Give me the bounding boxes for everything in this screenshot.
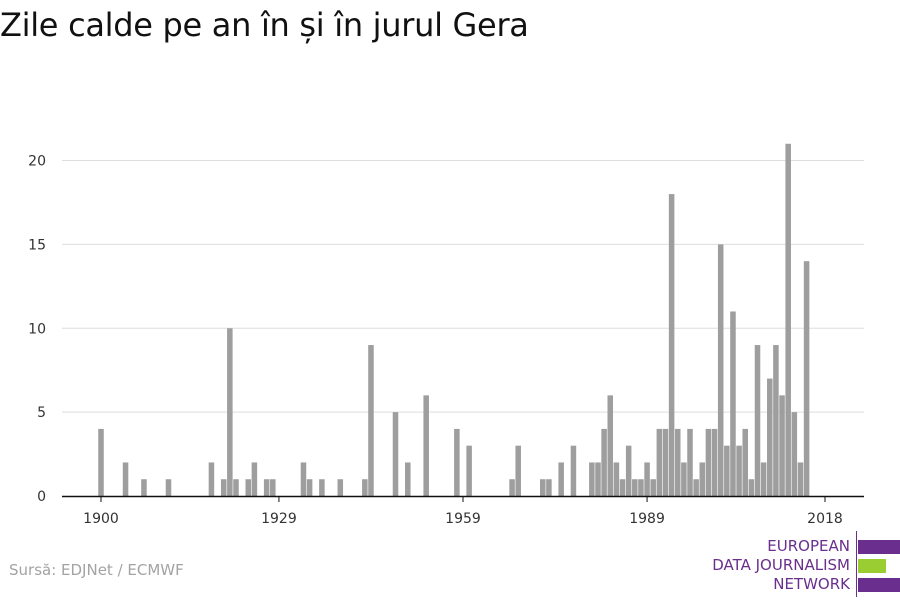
bar-1928 — [270, 479, 276, 496]
bar-1981 — [595, 462, 601, 496]
y-tick-label: 10 — [28, 321, 46, 337]
bar-2015 — [803, 261, 810, 496]
bar-1994 — [674, 428, 681, 496]
bar-1918 — [208, 462, 215, 496]
bar-1950 — [405, 462, 411, 496]
bar-1953 — [423, 395, 429, 496]
bar-1927 — [263, 479, 270, 496]
bar-1997 — [693, 479, 699, 496]
bar-2014 — [797, 462, 804, 496]
bar-2000 — [711, 428, 718, 496]
bar-1920 — [220, 479, 227, 496]
bar-2009 — [767, 378, 773, 496]
logo-line-1: EUROPEAN — [767, 537, 850, 555]
bar-2012 — [785, 143, 791, 497]
x-tick-label: 2018 — [807, 511, 843, 527]
grid-lines — [62, 160, 864, 413]
bar-1980 — [589, 462, 595, 496]
bar-2006 — [748, 479, 755, 496]
bar-2007 — [754, 345, 761, 496]
y-tick-label: 5 — [37, 405, 46, 421]
bar-2008 — [760, 462, 767, 496]
bar-1922 — [233, 479, 239, 496]
bar-1987 — [632, 479, 638, 496]
bar-1907 — [141, 479, 147, 496]
bar-chart: 0 5 10 15 20 1900 1929 1959 1989 2018 — [28, 143, 864, 527]
y-tick-label: 0 — [37, 489, 46, 505]
bar-1991 — [656, 428, 663, 496]
bar-2013 — [791, 412, 798, 496]
bar-1975 — [558, 462, 564, 496]
x-tick-label: 1900 — [83, 511, 119, 527]
bar-1960 — [466, 445, 472, 496]
bar-1993 — [668, 194, 675, 496]
chart-title: Zile calde pe an în și în jurul Gera — [0, 6, 529, 44]
bar-1992 — [662, 428, 669, 496]
bar-1924 — [245, 479, 252, 496]
bars — [98, 143, 810, 497]
bar-1985 — [619, 479, 626, 496]
bar-1986 — [625, 445, 632, 496]
bar-1944 — [368, 345, 374, 496]
bar-2004 — [736, 445, 742, 496]
bar-1973 — [546, 479, 552, 496]
bar-1925 — [251, 462, 258, 496]
bar-1972 — [540, 479, 546, 496]
bar-1948 — [392, 412, 399, 496]
bar-1967 — [509, 479, 515, 496]
bar-1984 — [613, 462, 620, 496]
bar-2003 — [730, 311, 736, 496]
bar-1990 — [650, 479, 656, 496]
bar-1943 — [362, 479, 368, 496]
bar-1936 — [319, 479, 325, 496]
bar-2010 — [773, 345, 779, 496]
bar-1968 — [515, 445, 521, 496]
bar-1933 — [300, 462, 307, 496]
logo-line-3: NETWORK — [773, 575, 850, 593]
bar-1999 — [705, 428, 712, 496]
bar-2011 — [779, 395, 785, 496]
bar-1983 — [607, 395, 614, 496]
bar-1939 — [337, 479, 344, 496]
logo-divider — [856, 531, 857, 597]
x-tick-label: 1959 — [445, 511, 481, 527]
x-tick-label: 1929 — [261, 511, 297, 527]
y-axis-ticks: 0 5 10 15 20 — [28, 154, 46, 505]
logo-bar-purple-top — [858, 540, 900, 554]
bar-1998 — [699, 462, 706, 496]
x-axis-ticks: 1900 1929 1959 1989 2018 — [83, 496, 843, 527]
bar-1958 — [454, 428, 460, 496]
bar-1982 — [601, 428, 607, 496]
logo-bar-purple-bottom — [858, 578, 900, 592]
bar-1911 — [165, 479, 172, 496]
y-tick-label: 20 — [28, 154, 46, 170]
bar-2001 — [717, 244, 724, 496]
source-note: Sursă: EDJNet / ECMWF — [9, 561, 184, 579]
bar-1988 — [638, 479, 644, 496]
bar-1989 — [644, 462, 650, 496]
bar-1934 — [306, 479, 313, 496]
logo-bar-green — [858, 559, 886, 573]
x-tick-label: 1989 — [629, 511, 665, 527]
bar-2005 — [742, 428, 748, 496]
logo-line-2: DATA JOURNALISM — [712, 556, 850, 574]
bar-2002 — [724, 445, 730, 496]
bar-1996 — [687, 428, 693, 496]
bar-1900 — [98, 428, 104, 496]
bar-1921 — [227, 328, 233, 496]
edjnet-logo: EUROPEAN DATA JOURNALISM NETWORK — [700, 531, 900, 597]
bar-1904 — [122, 462, 129, 496]
bar-1995 — [681, 462, 687, 496]
y-tick-label: 15 — [28, 237, 46, 253]
bar-1977 — [570, 445, 577, 496]
